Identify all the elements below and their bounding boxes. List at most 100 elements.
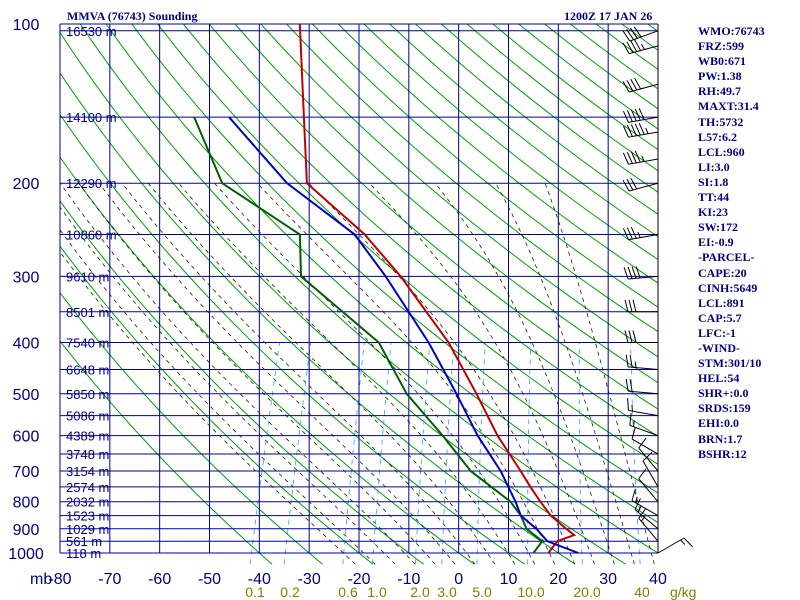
wind-barb (624, 299, 658, 313)
wind-barb (625, 354, 659, 371)
barb-shaft (628, 366, 659, 371)
barb-shaft (628, 275, 659, 280)
temperature-tick-label: -50 (198, 571, 221, 588)
height-label: 2032 m (66, 495, 109, 510)
barb-shaft (629, 30, 659, 42)
moist-adiabat (98, 182, 456, 565)
barb-flag (622, 179, 630, 192)
moist-adiabat (434, 182, 615, 565)
index-brn: BRN:1.7 (698, 431, 743, 446)
temperature-tick-label: -10 (397, 571, 420, 588)
mixing-ratio-label: 5.0 (472, 584, 492, 600)
index-lcl: LCL:960 (698, 144, 745, 159)
barb-flag (683, 537, 693, 548)
index-ki: KI:23 (698, 205, 728, 220)
pressure-tick-label: 800 (13, 495, 40, 512)
wind-barb (638, 468, 659, 503)
height-label: 1029 m (66, 522, 109, 537)
index-ehi: EHI:0.0 (698, 416, 740, 431)
pressure-tick-label: 500 (13, 387, 40, 404)
barb-flag (630, 109, 637, 122)
dry-adiabat (60, 291, 323, 565)
barb-flag (622, 125, 629, 138)
pressure-tick-label: 700 (13, 464, 40, 481)
height-label: 8501 m (66, 305, 109, 320)
wind-barbs (622, 24, 693, 554)
barb-flag (638, 108, 645, 120)
dry-adiabat (60, 31, 626, 565)
barb-flag (630, 78, 638, 91)
barb-flag (634, 77, 642, 90)
index-wb0: WB0:671 (698, 54, 746, 69)
barb-flag (626, 152, 633, 164)
barb-half-flag (634, 361, 637, 368)
height-label: 3748 m (66, 447, 109, 462)
barb-shaft (657, 537, 685, 554)
index-lcl: LCL:891 (698, 295, 745, 310)
temperature-tick-label: 40 (649, 571, 667, 588)
temperature-tick-label: 0 (454, 571, 463, 588)
barb-flag (622, 80, 630, 93)
temperature-tick-label: -60 (148, 571, 171, 588)
barb-flag (638, 468, 647, 480)
barb-shaft (628, 182, 659, 192)
barb-shaft (628, 234, 659, 241)
barb-half-flag (680, 539, 686, 545)
height-label: 10860 m (66, 228, 117, 243)
barb-flag (634, 150, 641, 163)
barb-flag (622, 42, 630, 54)
barb-flag (630, 124, 637, 137)
mixing-ratio-unit: g/kg (670, 584, 696, 600)
dry-adiabat (79, 24, 658, 554)
dry-adiabat (60, 340, 273, 565)
moist-adiabat (495, 183, 635, 565)
moist-adiabat (121, 182, 476, 565)
barb-flag (630, 226, 637, 239)
barb-flag (638, 437, 647, 449)
dry-adiabat (60, 200, 424, 565)
wind-barb (638, 437, 659, 472)
wind-barb (629, 413, 659, 437)
pressure-tick-label: 100 (13, 17, 40, 34)
index-ei: EI:-0.9 (698, 235, 734, 250)
moist-adiabat (544, 183, 655, 565)
mixing-ratio-label: 10.0 (517, 584, 544, 600)
moist-adiabat (60, 251, 356, 565)
index-srds: SRDS:159 (698, 401, 751, 416)
barb-flag (633, 26, 642, 38)
barb-flag (634, 123, 641, 136)
barb-flag (626, 227, 633, 240)
height-label: 14100 m (66, 110, 117, 125)
barb-flag (629, 27, 638, 39)
height-label: 118 m (66, 546, 101, 561)
moist-adiabat (178, 182, 516, 565)
profile-lines (193, 24, 579, 554)
height-label: 2574 m (66, 480, 109, 495)
barb-flag (634, 39, 642, 51)
index-shr: SHR+:0.0 (698, 386, 749, 401)
index-wmo: WMO:76743 (698, 24, 765, 38)
mixing-ratio-label: 1.0 (367, 584, 387, 600)
index-sw: SW:172 (698, 220, 739, 235)
temperature-line (298, 24, 577, 554)
dry-adiabat (60, 245, 374, 565)
barb-flag (626, 178, 634, 191)
barb-flag (625, 354, 629, 368)
mixing-ratio-line (249, 342, 280, 565)
temperature-tick-label: -40 (248, 571, 271, 588)
barb-half-flag (640, 515, 646, 522)
wind-barb (638, 507, 659, 542)
adiabat-background (60, 24, 658, 565)
barb-flag (622, 228, 629, 240)
index-cinh: CINH:5649 (698, 280, 758, 295)
height-labels: 16530 m 14100 m 12290 m 10860 m 9610 m 8501 m… (66, 24, 117, 561)
index-frz: FRZ:599 (698, 39, 744, 54)
mixing-ratio-label: 0.1 (245, 584, 265, 600)
barb-flag (626, 110, 633, 122)
pressure-tick-label: 600 (13, 429, 40, 446)
temperature-tick-label: 10 (500, 571, 518, 588)
index-hel: HEL:54 (698, 371, 740, 386)
barb-shaft (638, 447, 659, 472)
index-si: SI:1.8 (698, 174, 729, 189)
